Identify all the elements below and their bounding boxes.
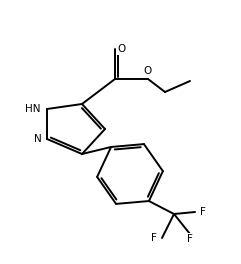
Text: F: F xyxy=(151,233,157,243)
Text: O: O xyxy=(118,44,126,54)
Text: HN: HN xyxy=(26,104,41,114)
Text: N: N xyxy=(34,134,42,144)
Text: F: F xyxy=(187,234,193,244)
Text: F: F xyxy=(200,207,206,217)
Text: O: O xyxy=(144,66,152,76)
